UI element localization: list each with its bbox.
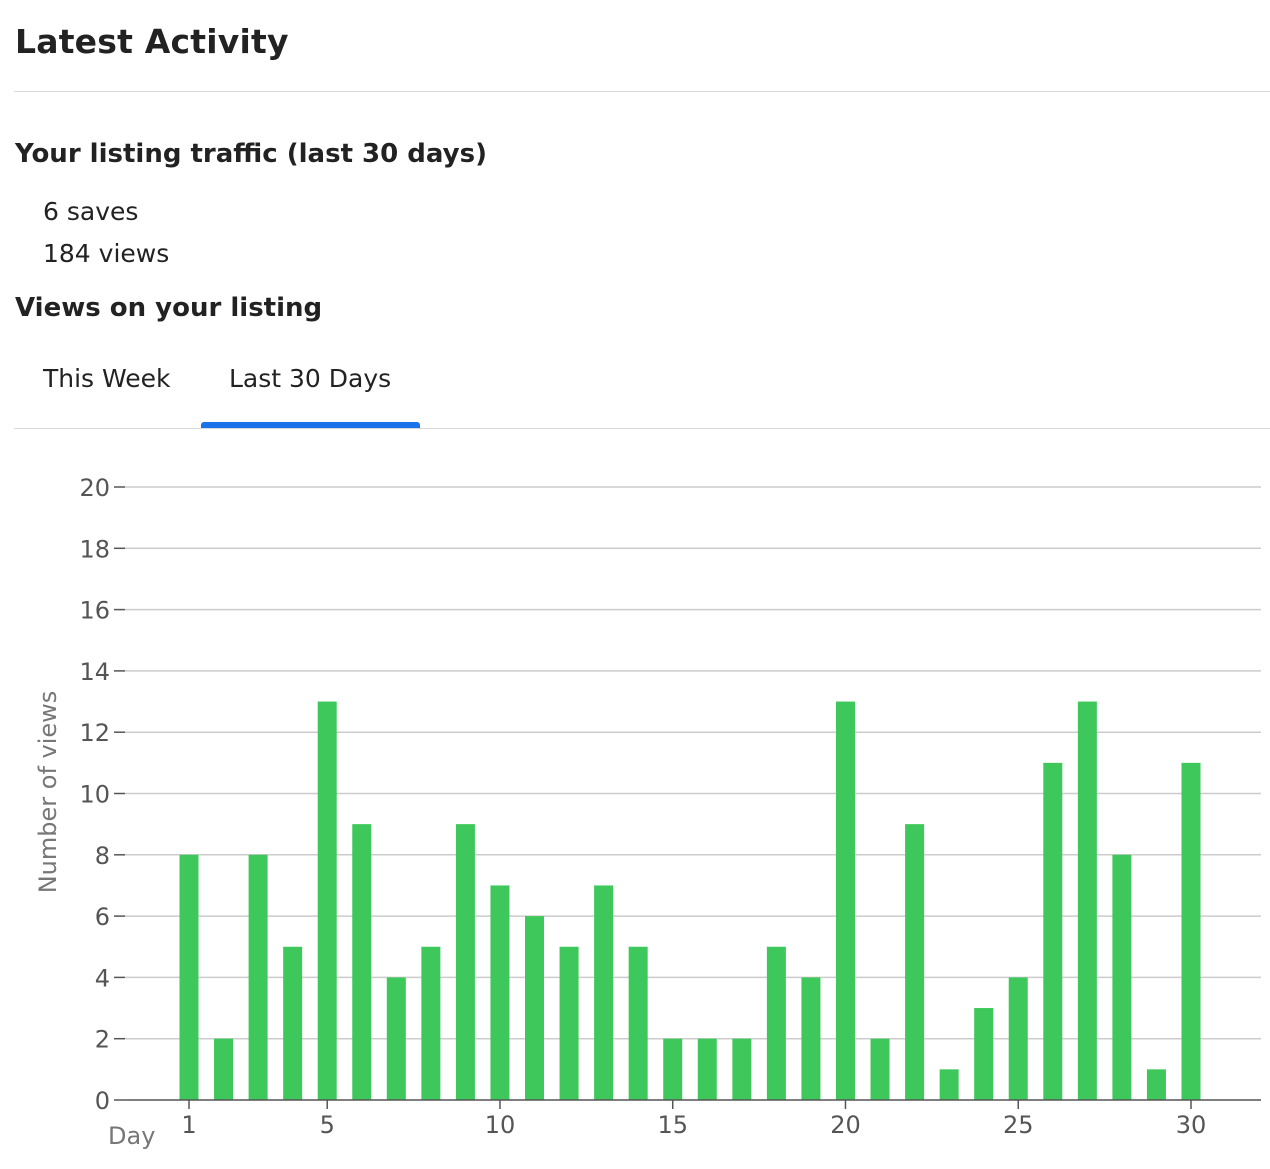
bar-day-4[interactable] (283, 946, 303, 1100)
bar-day-17[interactable] (732, 1038, 752, 1100)
x-tick-label: 1 (181, 1111, 196, 1139)
bar-day-28[interactable] (1112, 854, 1132, 1100)
bar-day-12[interactable] (559, 946, 579, 1100)
chart-grid (125, 486, 1261, 1040)
bar-day-1[interactable] (179, 854, 199, 1100)
bar-day-19[interactable] (801, 977, 821, 1100)
y-tick-label: 6 (95, 903, 110, 931)
bar-day-15[interactable] (663, 1038, 683, 1100)
bar-day-18[interactable] (766, 946, 786, 1100)
bar-day-29[interactable] (1146, 1069, 1166, 1100)
chart-bars (179, 701, 1201, 1100)
y-tick-label: 10 (79, 781, 110, 809)
x-tick-label: 15 (657, 1111, 688, 1139)
bar-day-7[interactable] (386, 977, 406, 1100)
bar-day-3[interactable] (248, 854, 268, 1100)
x-tick-label: 5 (320, 1111, 335, 1139)
views-section-title: Views on your listing (15, 293, 323, 323)
y-tick-label: 0 (95, 1087, 110, 1115)
bar-day-20[interactable] (835, 701, 855, 1100)
bar-day-22[interactable] (905, 824, 925, 1100)
x-tick-label: 25 (1003, 1111, 1034, 1139)
y-tick-label: 2 (95, 1026, 110, 1054)
views-count: 184 (43, 239, 91, 268)
bar-day-26[interactable] (1043, 762, 1063, 1100)
page-title: Latest Activity (15, 22, 289, 61)
y-tick-label: 14 (79, 658, 110, 686)
y-tick-label: 18 (79, 535, 110, 563)
x-tick-label: 30 (1176, 1111, 1207, 1139)
bar-day-8[interactable] (421, 946, 441, 1100)
header-divider (14, 91, 1270, 92)
y-tick-label: 16 (79, 597, 110, 625)
y-axis-title: Number of views (34, 691, 62, 894)
bar-day-23[interactable] (939, 1069, 959, 1100)
active-tab-indicator (201, 422, 420, 428)
x-tick-label: 20 (830, 1111, 861, 1139)
bar-day-16[interactable] (697, 1038, 717, 1100)
y-tick-label: 12 (79, 719, 110, 747)
bar-day-21[interactable] (870, 1038, 890, 1100)
saves-count: 6 (43, 197, 59, 226)
tabs-divider (14, 428, 1270, 429)
bar-day-14[interactable] (628, 946, 648, 1100)
y-tick-label: 8 (95, 842, 110, 870)
bar-day-11[interactable] (525, 916, 545, 1100)
views-label: views (98, 239, 170, 268)
bar-day-2[interactable] (214, 1038, 234, 1100)
bar-day-24[interactable] (974, 1008, 994, 1100)
y-tick-label: 4 (95, 964, 110, 992)
tab-this-week[interactable]: This Week (43, 364, 171, 393)
bar-day-27[interactable] (1077, 701, 1097, 1100)
x-axis-title: Day (108, 1122, 155, 1150)
x-tick-label: 10 (485, 1111, 516, 1139)
saves-stat: 6 saves (43, 197, 138, 226)
bar-day-25[interactable] (1008, 977, 1028, 1100)
bar-day-9[interactable] (455, 824, 475, 1100)
y-tick-label: 20 (79, 474, 110, 502)
bar-day-10[interactable] (490, 885, 510, 1100)
bar-day-5[interactable] (317, 701, 337, 1100)
bar-day-30[interactable] (1181, 762, 1201, 1100)
views-stat: 184 views (43, 239, 169, 268)
bar-day-6[interactable] (352, 824, 372, 1100)
traffic-section-title: Your listing traffic (last 30 days) (15, 139, 487, 169)
tab-last-30-days[interactable]: Last 30 Days (229, 364, 392, 393)
saves-label: saves (66, 197, 139, 226)
bar-day-13[interactable] (594, 885, 614, 1100)
